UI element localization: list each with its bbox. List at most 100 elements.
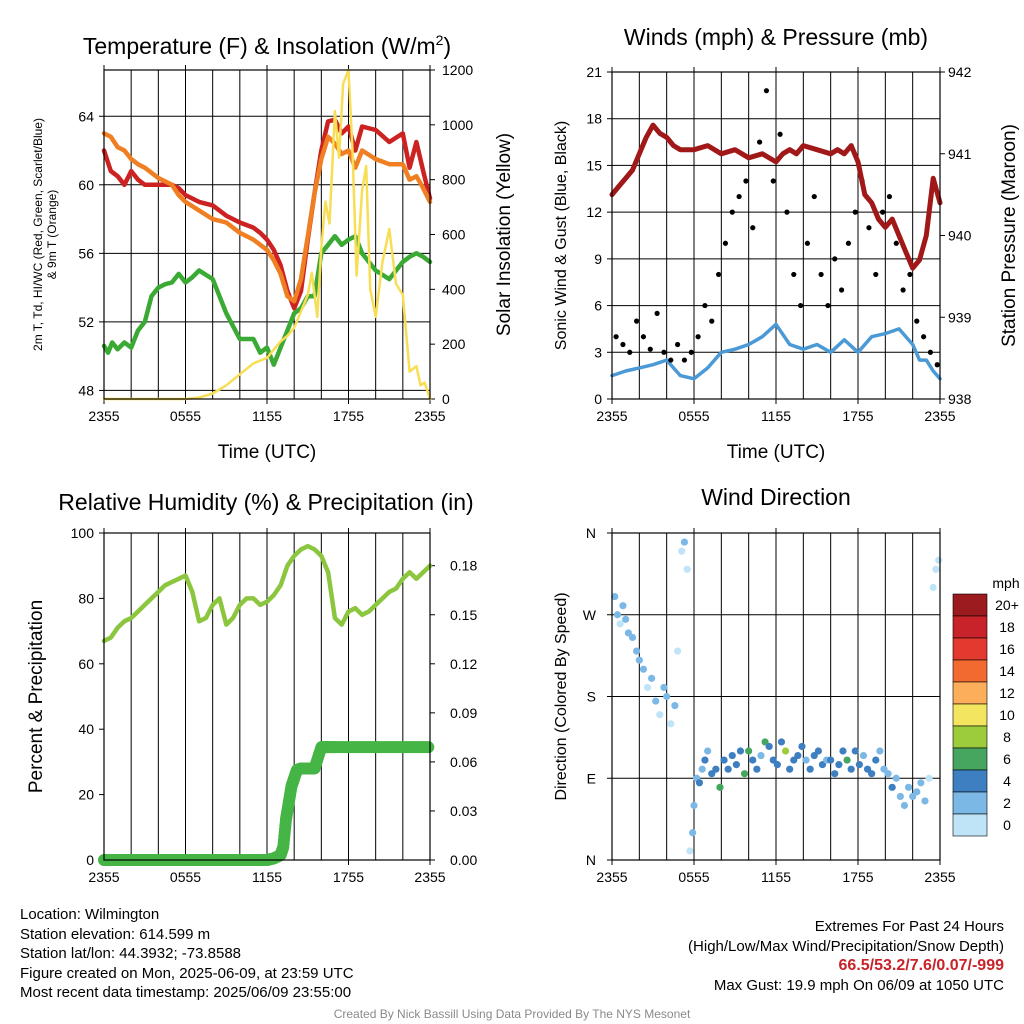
gust-point [839, 287, 845, 293]
plot-frame [103, 69, 431, 400]
y-tick-label-left: 20 [78, 787, 94, 803]
gust-point [880, 209, 886, 215]
direction-point [716, 783, 724, 791]
legend-swatch [952, 615, 988, 639]
gust-point [736, 193, 742, 200]
direction-point [667, 720, 675, 728]
y-tick-label-right: 0.00 [450, 852, 477, 868]
legend-swatch [952, 681, 988, 705]
direction-point [932, 565, 940, 573]
gust-point [634, 318, 640, 324]
chart-title: Relative Humidity (%) & Precipitation (i… [58, 489, 473, 515]
direction-point [900, 801, 909, 810]
credit-footer: Created By Nick Bassill Using Data Provi… [333, 1007, 691, 1021]
series-line-maroon [609, 122, 943, 271]
direction-point [757, 751, 765, 760]
series-line-blue [610, 322, 942, 381]
series-line-green [101, 233, 433, 367]
y-tick-label-right: 0 [442, 391, 450, 407]
extremes-subtitle: (High/Low/Max Wind/Precipitation/Snow De… [688, 937, 1004, 955]
legend-label: 20+ [995, 597, 1019, 613]
extremes-title: Extremes For Past 24 Hours [814, 918, 1004, 935]
winds-chart: 2355 0555 1155 1755 235503691215182193893994… [553, 24, 1020, 463]
x-axis-label: Time (UTC) [218, 442, 317, 463]
plot-frame [103, 532, 431, 861]
direction-point [794, 751, 802, 760]
direction-point [698, 765, 706, 773]
x-tick-label: 2355 [596, 869, 627, 885]
series-line-rh [101, 543, 433, 644]
direction-point [781, 747, 790, 755]
plot-frame [611, 532, 941, 861]
direction-point [616, 620, 624, 628]
x-tick-label: 1155 [761, 408, 791, 424]
y-tick-label-right: 938 [948, 391, 972, 407]
legend-swatch [952, 769, 988, 793]
gust-point [627, 349, 633, 355]
y-tick-label-right: 0.09 [450, 705, 477, 721]
gust-point [640, 334, 647, 340]
series-line-yellow [102, 68, 432, 401]
y-tick-label-left: N [586, 852, 596, 868]
x-tick-label: 0555 [678, 869, 709, 885]
direction-point [843, 756, 851, 764]
gust-point [709, 318, 715, 324]
speed-legend: mph 20+ 18 16 14 12 10 8 6 4 2 0 [952, 575, 1020, 837]
direction-point [740, 770, 749, 778]
direction-point [643, 683, 652, 692]
y-tick-label-left: 12 [586, 204, 602, 220]
direction-point [633, 647, 641, 655]
series-line-orange [101, 131, 433, 304]
y-axis-label-left: Direction (Colored By Speed) [553, 592, 570, 800]
y-tick-label-right: 941 [948, 146, 972, 162]
direction-point [896, 792, 904, 801]
x-tick-label: 1755 [333, 869, 364, 885]
direction-point [619, 602, 627, 610]
plot-frame [611, 71, 941, 400]
legend-swatch [952, 637, 988, 661]
y-tick-label-right: 800 [442, 172, 466, 188]
y-tick-label-left: 60 [78, 656, 94, 672]
direction-point [884, 770, 892, 778]
y-tick-label-right: 940 [948, 228, 972, 244]
y-tick-label-left: 0 [86, 852, 94, 868]
x-tick-label: 0555 [170, 408, 201, 424]
extremes-panel: Extremes For Past 24 Hours (High/Low/Max… [688, 917, 1004, 995]
legend-swatch [952, 659, 988, 683]
y-tick-label-right: 0.12 [450, 656, 477, 672]
legend-label: 12 [999, 685, 1015, 701]
gust-point [798, 302, 804, 309]
gust-point [722, 240, 729, 246]
y-tick-label-left: 56 [78, 245, 94, 261]
precip-point [422, 741, 435, 754]
direction-point [689, 829, 697, 837]
direction-point [773, 761, 781, 769]
legend-title: mph [992, 575, 1019, 591]
direction-point [671, 701, 679, 710]
direction-point [724, 765, 732, 773]
x-tick-label: 0555 [678, 408, 709, 424]
legend-label: 4 [1003, 773, 1011, 789]
direction-point [888, 783, 896, 791]
direction-point [732, 761, 740, 769]
direction-point [652, 697, 660, 705]
gust-point [934, 362, 940, 368]
x-tick-label: 2355 [924, 869, 955, 885]
extremes-values: 66.5/53.2/7.6/0.07/-999 [838, 957, 1004, 974]
gust-point [921, 334, 927, 340]
elevation-text: Station elevation: 614.599 m [20, 925, 211, 943]
legend-label: 14 [999, 663, 1015, 679]
gust-point [907, 271, 913, 278]
direction-point [921, 797, 929, 805]
legend-label: 2 [1003, 795, 1011, 811]
direction-point [847, 765, 855, 773]
direction-point [639, 665, 648, 673]
gust-point [777, 131, 783, 137]
y-tick-label-right: 0.06 [450, 754, 477, 770]
y-tick-label-right: 200 [442, 336, 466, 352]
direction-point [835, 761, 843, 769]
gust-point [852, 209, 858, 215]
gust-point [873, 271, 879, 278]
